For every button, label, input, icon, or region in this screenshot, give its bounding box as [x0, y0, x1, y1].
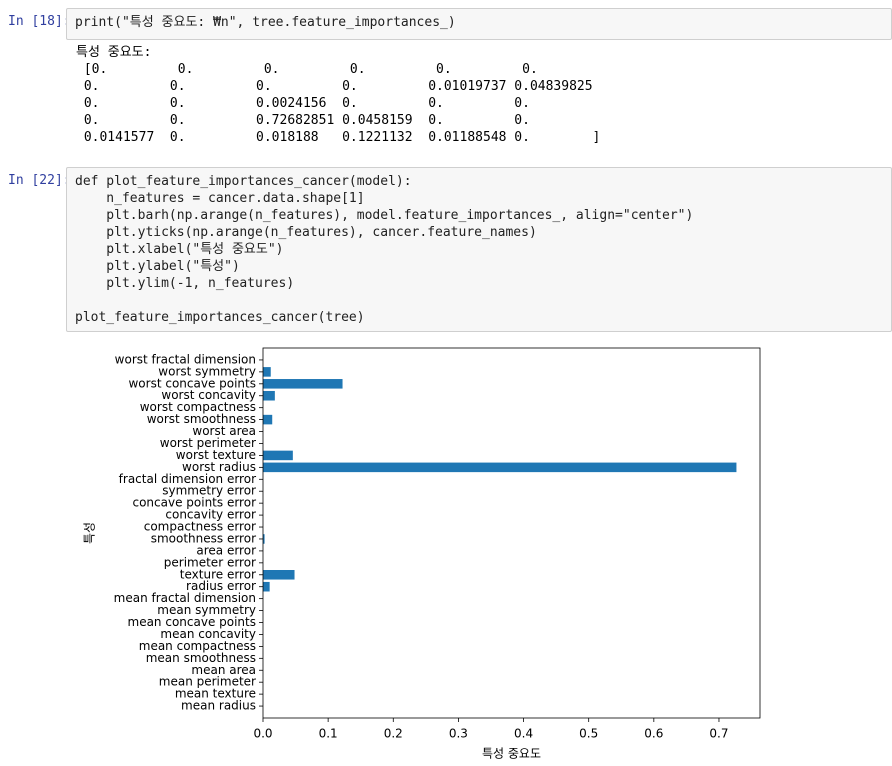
x-tick-label: 0.3 [449, 727, 468, 741]
bar [263, 570, 295, 580]
y-tick-label: worst smoothness [147, 412, 256, 426]
y-tick-label: mean perimeter [159, 675, 256, 689]
prompt: In [22]: [8, 173, 71, 188]
y-tick-label: radius error [186, 579, 256, 593]
code-line: n_features = cancer.data.shape[1] [75, 191, 365, 206]
bar [263, 581, 270, 592]
code-line: def plot_feature_importances_cancer(mode… [75, 174, 412, 189]
code-line: plt.xlabel("특성 중요도") [75, 242, 284, 257]
bar [263, 450, 293, 461]
y-tick-label: mean concavity [160, 627, 256, 641]
y-tick-label: mean symmetry [157, 603, 256, 617]
y-tick-label: mean concave points [128, 615, 257, 629]
y-tick-label: worst area [192, 424, 256, 438]
y-tick-label: worst compactness [140, 400, 256, 414]
y-tick-label: worst concave points [128, 376, 256, 390]
x-tick-label: 0.0 [253, 727, 272, 741]
input-box[interactable] [66, 8, 892, 40]
x-tick-label: 0.1 [319, 727, 338, 741]
axes-frame [262, 347, 761, 719]
x-tick-label: 0.6 [644, 727, 663, 741]
code-line: plt.ylabel("특성") [75, 259, 240, 274]
y-tick-label: mean radius [181, 699, 256, 713]
y-tick-label: mean compactness [139, 639, 256, 653]
input-box[interactable] [66, 167, 892, 332]
prompt: In [18]: [8, 14, 71, 29]
y-tick-label: concavity error [165, 508, 256, 522]
x-tick-label: 0.4 [514, 727, 533, 741]
y-tick-label: mean texture [175, 687, 256, 701]
x-axis-label: 특성 중요도 [482, 747, 541, 761]
y-tick-label: mean smoothness [146, 651, 256, 665]
y-tick-label: area error [196, 543, 256, 557]
y-tick-label: perimeter error [164, 555, 256, 569]
code-line: plt.barh(np.arange(n_features), model.fe… [75, 208, 694, 223]
y-tick-label: fractal dimension error [119, 472, 256, 486]
bar [263, 379, 343, 389]
output-line: 0. 0. 0.0024156 0. 0. 0. [76, 96, 530, 111]
code-line: plt.yticks(np.arange(n_features), cancer… [75, 225, 537, 240]
y-tick-label: mean fractal dimension [114, 591, 256, 605]
y-tick-label: concave points error [132, 496, 256, 510]
code-line: plt.ylim(-1, n_features) [75, 276, 295, 291]
bar [263, 367, 271, 377]
bar [263, 462, 737, 473]
y-tick-label: symmetry error [162, 484, 256, 498]
y-tick-label: mean area [191, 663, 256, 677]
y-tick-label: worst fractal dimension [115, 352, 256, 366]
output-line: [0. 0. 0. 0. 0. 0. [76, 62, 538, 77]
y-tick-label: worst concavity [161, 388, 256, 402]
y-tick-label: compactness error [144, 520, 256, 534]
output-line: 0. 0. 0.72682851 0.0458159 0. 0. [76, 113, 530, 128]
y-axis-label: 특성 [83, 522, 97, 544]
y-tick-label: worst perimeter [160, 436, 256, 450]
y-tick-label: worst radius [182, 460, 256, 474]
y-tick-label: texture error [180, 567, 256, 581]
bar [263, 390, 275, 401]
code-line: plot_feature_importances_cancer(tree) [75, 310, 365, 325]
bar [263, 534, 265, 544]
y-tick-label: worst symmetry [158, 364, 256, 378]
y-tick-label: smoothness error [151, 531, 256, 545]
output-line: 0.0141577 0. 0.018188 0.1221132 0.011885… [76, 130, 601, 145]
output-line: 0. 0. 0. 0. 0.01019737 0.04839825 [76, 79, 593, 94]
output-line: 특성 중요도: [76, 45, 152, 60]
x-tick-label: 0.7 [709, 727, 728, 741]
bar [263, 414, 273, 425]
y-tick-label: worst texture [176, 448, 256, 462]
x-tick-label: 0.5 [579, 727, 598, 741]
code-line: print("특성 중요도: ₩n", tree.feature_importa… [75, 15, 456, 30]
x-tick-label: 0.2 [384, 727, 403, 741]
